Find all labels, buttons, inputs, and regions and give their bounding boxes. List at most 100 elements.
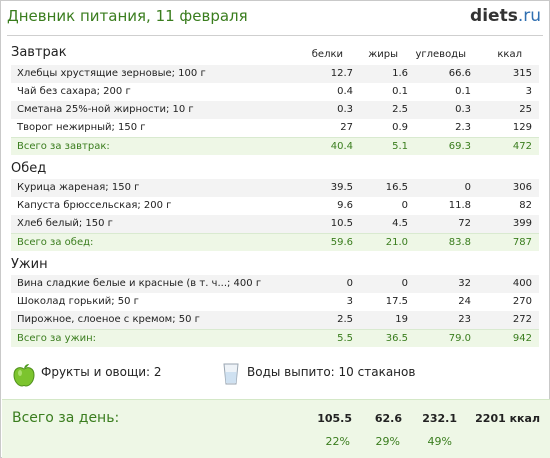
table-row: Хлеб белый; 150 г 10.5 4.5 72 399 xyxy=(11,215,539,233)
food-name: Сметана 25%-ной жирности; 10 г xyxy=(17,104,194,115)
table-row: Хлебцы хрустящие зерновые; 100 г 12.7 1.… xyxy=(11,65,539,83)
meal-total-label: Всего за обед: xyxy=(17,237,94,248)
kcal-value: 3 xyxy=(525,86,532,97)
protein-total: 59.6 xyxy=(330,237,353,248)
carbs-total: 69.3 xyxy=(448,141,471,152)
table-row: Чай без сахара; 200 г 0.4 0.1 0.1 3 xyxy=(11,83,539,101)
protein-value: 3 xyxy=(346,296,353,307)
meal-total-row: Всего за обед: 59.6 21.0 83.8 787 xyxy=(11,233,539,251)
table-row: Капуста брюссельская; 200 г 9.6 0 11.8 8… xyxy=(11,197,539,215)
page-title: Дневник питания, 11 февраля xyxy=(7,7,248,25)
kcal-value: 400 xyxy=(512,278,532,289)
header: Дневник питания, 11 февраля diets.ru xyxy=(1,1,549,35)
apple-icon xyxy=(13,363,35,387)
carbs-total: 83.8 xyxy=(448,237,471,248)
day-fat-percent: 29% xyxy=(375,435,400,448)
day-kcal: 2201 ккал xyxy=(475,412,540,425)
fat-total: 5.1 xyxy=(392,141,408,152)
carbs-value: 32 xyxy=(458,278,471,289)
carbs-value: 0.3 xyxy=(455,104,471,115)
protein-value: 0.4 xyxy=(337,86,353,97)
table-row: Курица жареная; 150 г 39.5 16.5 0 306 xyxy=(11,179,539,197)
kcal-value: 399 xyxy=(512,218,532,229)
fat-total: 36.5 xyxy=(385,333,408,344)
meal-title-breakfast: Завтрак xyxy=(11,45,67,60)
water-counter: Воды выпито: 10 стаканов xyxy=(247,365,416,379)
table-row: Творог нежирный; 150 г 27 0.9 2.3 129 xyxy=(11,119,539,137)
protein-value: 0.3 xyxy=(337,104,353,115)
protein-total: 5.5 xyxy=(337,333,353,344)
day-carbs-percent: 49% xyxy=(427,435,452,448)
col-fat-header: жиры xyxy=(368,49,398,60)
protein-value: 10.5 xyxy=(330,218,353,229)
meal-total-row: Всего за ужин: 5.5 36.5 79.0 942 xyxy=(11,329,539,347)
carbs-total: 79.0 xyxy=(448,333,471,344)
carbs-value: 72 xyxy=(458,218,471,229)
food-name: Творог нежирный; 150 г xyxy=(17,122,146,133)
meal-total-label: Всего за ужин: xyxy=(17,333,97,344)
kcal-value: 315 xyxy=(512,68,532,79)
col-protein-header: белки xyxy=(311,49,343,60)
kcal-value: 25 xyxy=(519,104,532,115)
carbs-value: 11.8 xyxy=(448,200,471,211)
carbs-value: 2.3 xyxy=(455,122,471,133)
carbs-value: 0 xyxy=(464,182,471,193)
table-row: Сметана 25%-ной жирности; 10 г 0.3 2.5 0… xyxy=(11,101,539,119)
day-fat: 62.6 xyxy=(374,412,402,425)
kcal-total: 942 xyxy=(512,333,532,344)
fat-value: 0 xyxy=(401,278,408,289)
meal-total-row: Всего за завтрак: 40.4 5.1 69.3 472 xyxy=(11,137,539,155)
carbs-value: 23 xyxy=(458,314,471,325)
food-name: Хлеб белый; 150 г xyxy=(17,218,113,229)
food-name: Пирожное, слоеное с кремом; 50 г xyxy=(17,314,200,325)
day-total-label: Всего за день: xyxy=(12,410,120,426)
protein-value: 12.7 xyxy=(330,68,353,79)
food-name: Шоколад горький; 50 г xyxy=(17,296,139,307)
day-protein: 105.5 xyxy=(317,412,352,425)
logo-suffix: .ru xyxy=(517,6,541,26)
protein-total: 40.4 xyxy=(330,141,353,152)
food-name: Курица жареная; 150 г xyxy=(17,182,140,193)
table-row: Шоколад горький; 50 г 3 17.5 24 270 xyxy=(11,293,539,311)
carbs-value: 24 xyxy=(458,296,471,307)
kcal-value: 272 xyxy=(512,314,532,325)
fat-value: 1.6 xyxy=(392,68,408,79)
fat-value: 0.9 xyxy=(392,122,408,133)
col-kcal-header: ккал xyxy=(497,49,522,60)
site-logo[interactable]: diets.ru xyxy=(470,6,541,26)
kcal-value: 82 xyxy=(519,200,532,211)
glass-icon xyxy=(223,362,239,386)
protein-value: 0 xyxy=(346,278,353,289)
fat-value: 19 xyxy=(395,314,408,325)
kcal-value: 129 xyxy=(512,122,532,133)
meal-total-label: Всего за завтрак: xyxy=(17,141,110,152)
protein-value: 27 xyxy=(340,122,353,133)
food-name: Вина сладкие белые и красные (в т. ч...;… xyxy=(17,278,262,289)
table-row: Вина сладкие белые и красные (в т. ч...;… xyxy=(11,275,539,293)
col-carbs-header: углеводы xyxy=(415,49,466,60)
header-divider xyxy=(7,35,543,36)
protein-value: 39.5 xyxy=(330,182,353,193)
protein-value: 2.5 xyxy=(337,314,353,325)
fat-value: 17.5 xyxy=(385,296,408,307)
fat-value: 0.1 xyxy=(392,86,408,97)
protein-value: 9.6 xyxy=(337,200,353,211)
day-protein-percent: 22% xyxy=(325,435,350,448)
fat-value: 0 xyxy=(401,200,408,211)
carbs-value: 0.1 xyxy=(455,86,471,97)
fat-value: 2.5 xyxy=(392,104,408,115)
food-name: Капуста брюссельская; 200 г xyxy=(17,200,172,211)
fat-value: 4.5 xyxy=(392,218,408,229)
fat-value: 16.5 xyxy=(385,182,408,193)
kcal-value: 270 xyxy=(512,296,532,307)
food-name: Хлебцы хрустящие зерновые; 100 г xyxy=(17,68,206,79)
day-total-panel: Всего за день: 105.5 62.6 232.1 2201 кка… xyxy=(2,399,550,458)
kcal-value: 306 xyxy=(512,182,532,193)
meal-title-lunch: Обед xyxy=(11,161,47,176)
carbs-value: 66.6 xyxy=(448,68,471,79)
logo-main: diets xyxy=(470,6,518,26)
meal-title-dinner: Ужин xyxy=(11,257,48,272)
kcal-total: 787 xyxy=(512,237,532,248)
fat-total: 21.0 xyxy=(385,237,408,248)
